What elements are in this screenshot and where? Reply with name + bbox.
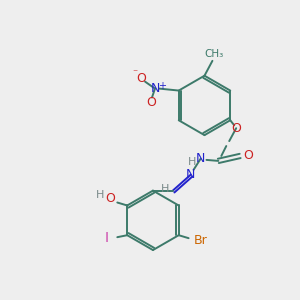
Text: H: H: [161, 184, 169, 194]
Text: N: N: [150, 82, 160, 95]
Text: I: I: [104, 231, 108, 245]
Text: O: O: [136, 72, 146, 85]
Text: ⁻: ⁻: [133, 69, 138, 79]
Text: N: N: [186, 168, 195, 181]
Text: Br: Br: [194, 234, 207, 247]
Text: O: O: [231, 122, 241, 135]
Text: N: N: [196, 152, 205, 165]
Text: O: O: [146, 96, 156, 109]
Text: O: O: [105, 192, 115, 205]
Text: CH₃: CH₃: [205, 49, 224, 59]
Text: +: +: [158, 81, 166, 91]
Text: H: H: [96, 190, 105, 200]
Text: H: H: [188, 157, 196, 167]
Text: O: O: [243, 149, 253, 162]
